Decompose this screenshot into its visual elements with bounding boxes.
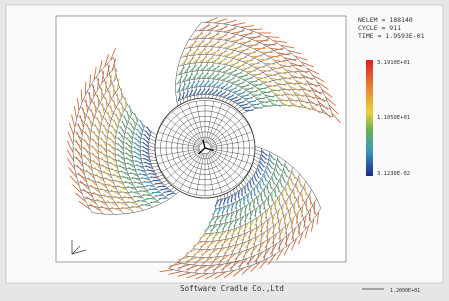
velocity-arrow: [310, 193, 311, 205]
velocity-arrow: [248, 81, 258, 82]
colorbar-label: 3.1910E+01: [377, 60, 410, 66]
velocity-arrow: [146, 198, 155, 199]
colorbar-label: 3.1230E-02: [377, 171, 410, 177]
velocity-arrow: [81, 90, 82, 103]
velocity-arrow: [260, 71, 271, 72]
scale-label: 1.2000E+01: [390, 288, 420, 294]
footer-company: Software Cradle Co.,Ltd: [180, 284, 284, 293]
colorbar-label: 1.1050E+01: [377, 115, 410, 121]
velocity-arrow: [242, 107, 250, 108]
velocity-arrow: [268, 197, 269, 206]
velocity-arrow: [118, 94, 119, 104]
header-line: CYCLE = 911: [358, 24, 401, 32]
header-line: NELEM = 188140: [358, 16, 413, 24]
velocity-arrow: [257, 88, 267, 89]
colorbar: [366, 60, 373, 176]
velocity-arrow: [314, 202, 315, 214]
velocity-arrow: [251, 56, 263, 57]
header-line: TIME = 1.9593E-01: [358, 32, 425, 40]
velocity-arrow: [287, 200, 288, 210]
velocity-arrow: [263, 44, 276, 45]
screenshot: NELEM = 188140 CYCLE = 911 TIME = 1.9593…: [0, 0, 449, 301]
